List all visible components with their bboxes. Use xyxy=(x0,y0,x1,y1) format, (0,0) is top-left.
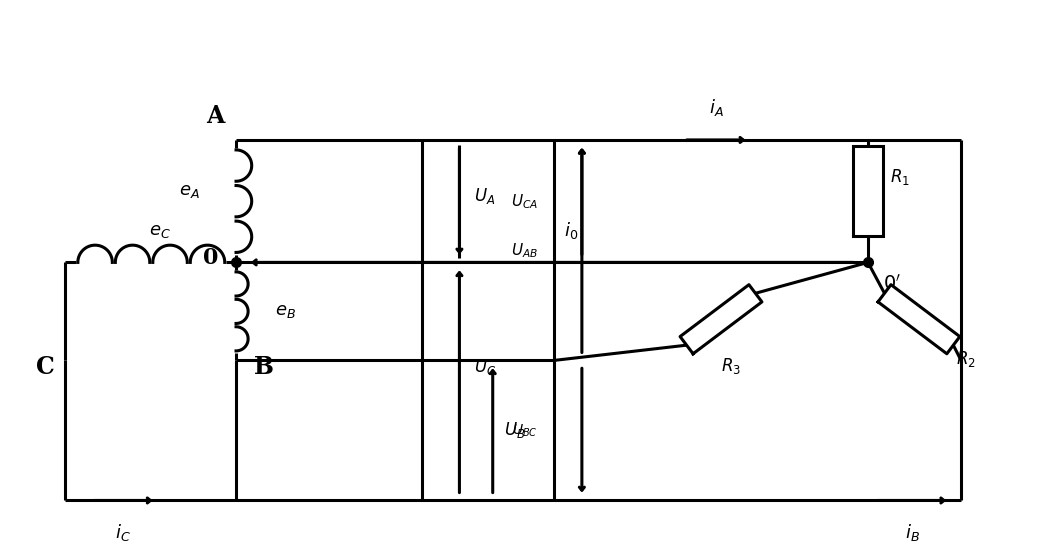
Text: $i_B$: $i_B$ xyxy=(905,522,920,543)
Text: $U_{CA}$: $U_{CA}$ xyxy=(511,192,538,211)
Text: $U_{AB}$: $U_{AB}$ xyxy=(511,241,538,260)
Text: $e_A$: $e_A$ xyxy=(178,183,200,200)
Text: $U_{BC}$: $U_{BC}$ xyxy=(512,422,538,438)
Text: B: B xyxy=(253,355,274,380)
Text: 0: 0 xyxy=(203,246,219,268)
Text: $i_0$: $i_0$ xyxy=(565,220,579,241)
Text: $U_B$: $U_B$ xyxy=(505,420,526,441)
Text: $0'$: $0'$ xyxy=(883,274,901,294)
Text: C: C xyxy=(36,355,55,380)
Text: $U_A$: $U_A$ xyxy=(474,186,495,206)
Text: $R_1$: $R_1$ xyxy=(889,167,909,186)
Bar xyxy=(853,146,883,236)
Text: $e_B$: $e_B$ xyxy=(275,302,296,321)
Text: $e_C$: $e_C$ xyxy=(149,222,171,240)
Polygon shape xyxy=(680,285,762,354)
Text: $i_C$: $i_C$ xyxy=(115,522,131,543)
Text: $i_A$: $i_A$ xyxy=(709,97,723,118)
Text: $R_2$: $R_2$ xyxy=(956,349,976,368)
Polygon shape xyxy=(878,285,960,354)
Text: $U_C$: $U_C$ xyxy=(474,357,496,377)
Text: A: A xyxy=(206,104,224,128)
Text: $R_3$: $R_3$ xyxy=(721,356,741,376)
